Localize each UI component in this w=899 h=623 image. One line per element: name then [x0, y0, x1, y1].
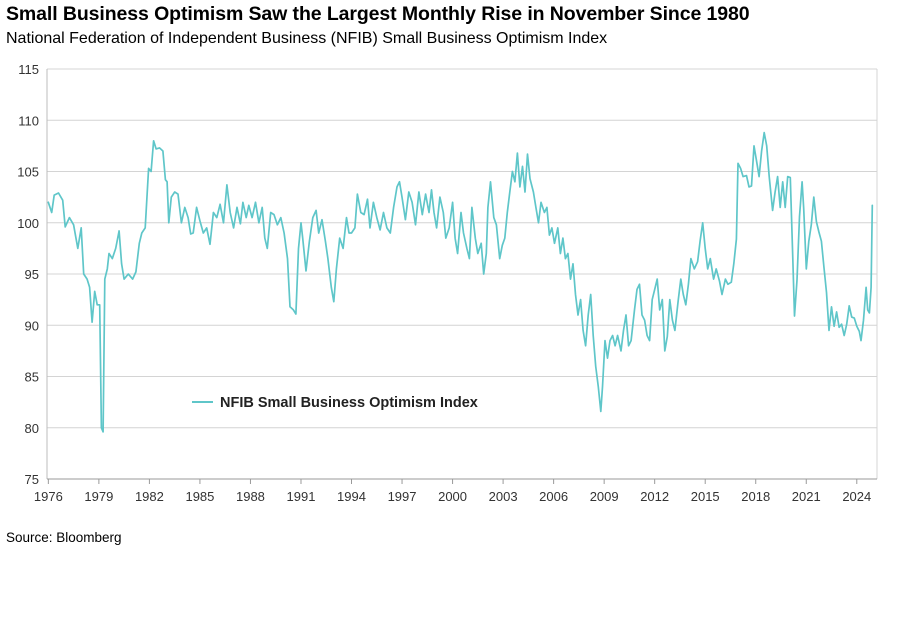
series-layer [47, 131, 874, 433]
x-tick-label-1985: 1985 [185, 489, 214, 504]
source-note: Source: Bloomberg [6, 530, 122, 545]
x-tick-label-1976: 1976 [34, 489, 63, 504]
x-tick-label-2018: 2018 [741, 489, 770, 504]
y-tick-label-90: 90 [25, 318, 39, 333]
x-tick-label-1988: 1988 [236, 489, 265, 504]
x-tick-label-2024: 2024 [842, 489, 871, 504]
y-tick-label-115: 115 [18, 62, 39, 77]
x-tick-label-2009: 2009 [590, 489, 619, 504]
y-axis-ticks: 75 80 85 90 95 100 105 110 115 [17, 62, 39, 487]
x-tick-label-2012: 2012 [640, 489, 669, 504]
y-tick-label-75: 75 [25, 472, 39, 487]
y-tick-label-85: 85 [25, 370, 39, 385]
x-tick-label-2021: 2021 [792, 489, 821, 504]
y-tick-label-80: 80 [25, 421, 39, 436]
gridlines [47, 68, 877, 429]
x-axis-ticks: 1976 1979 1982 1985 1988 1991 1994 1997 2000 2003… [34, 479, 871, 504]
x-tick-label-1979: 1979 [84, 489, 113, 504]
chart-title: Small Business Optimism Saw the Largest … [6, 3, 750, 25]
x-tick-label-1994: 1994 [337, 489, 366, 504]
y-tick-label-110: 110 [18, 113, 39, 128]
x-tick-label-2006: 2006 [539, 489, 568, 504]
legend: NFIB Small Business Optimism Index [192, 395, 478, 411]
x-tick-label-2000: 2000 [438, 489, 467, 504]
x-tick-label-1991: 1991 [287, 489, 316, 504]
y-tick-label-105: 105 [17, 165, 39, 180]
x-tick-label-2015: 2015 [691, 489, 720, 504]
x-tick-label-2003: 2003 [489, 489, 518, 504]
chart-subtitle: National Federation of Independent Busin… [6, 30, 608, 47]
y-tick-label-95: 95 [25, 267, 39, 282]
series-line-0 [47, 131, 874, 433]
y-tick-label-100: 100 [17, 216, 39, 231]
x-tick-label-1982: 1982 [135, 489, 164, 504]
x-tick-label-1997: 1997 [388, 489, 417, 504]
plot-frame [46, 69, 878, 480]
legend-label: NFIB Small Business Optimism Index [220, 395, 478, 411]
